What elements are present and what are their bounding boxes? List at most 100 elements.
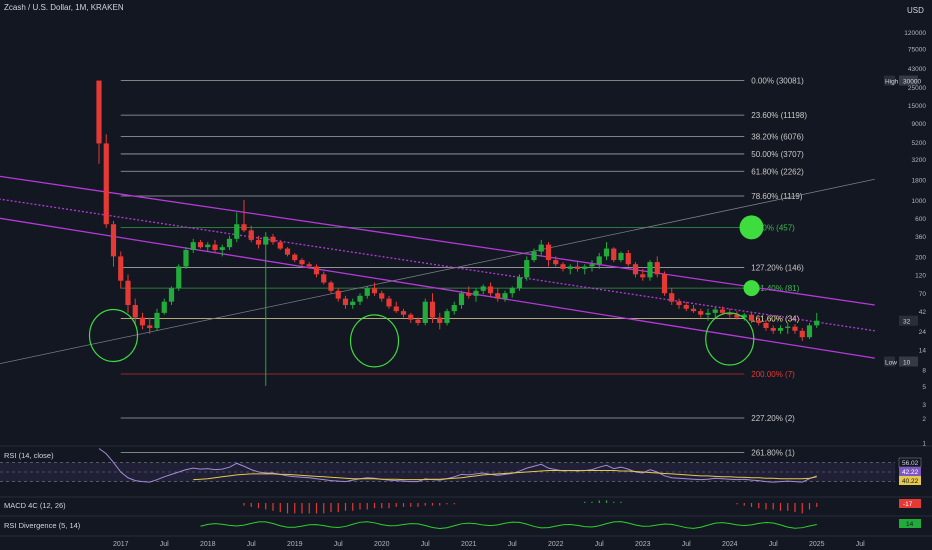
candle-body bbox=[147, 325, 153, 328]
macd-bar bbox=[808, 503, 811, 510]
candle-body bbox=[502, 293, 508, 299]
candle-body bbox=[567, 266, 573, 269]
fib-level-label: 00.0% (457) bbox=[751, 223, 795, 232]
x-tick-label: Jul bbox=[769, 541, 778, 548]
candle-body bbox=[661, 274, 668, 294]
fib-level-label: 78.60% (1119) bbox=[751, 192, 803, 201]
macd-bar bbox=[279, 503, 281, 513]
currency-label[interactable]: USD bbox=[907, 6, 924, 15]
candle-body bbox=[712, 309, 718, 313]
candle-body bbox=[306, 264, 312, 267]
macd-bar bbox=[308, 503, 310, 514]
fib-level-label: 50.00% (3707) bbox=[751, 150, 804, 159]
trend-line bbox=[0, 178, 875, 365]
fib-level-label: 61.80% (2262) bbox=[751, 167, 804, 176]
candle-body bbox=[321, 274, 327, 283]
candle-body bbox=[683, 305, 689, 309]
macd-bar bbox=[257, 503, 260, 509]
y-tick-label: 3 bbox=[922, 402, 926, 409]
channel-line bbox=[0, 217, 875, 359]
candle-body bbox=[553, 260, 559, 265]
channel-line bbox=[0, 175, 875, 306]
macd-bar bbox=[352, 503, 354, 511]
rsi-pane-title: RSI (14, close) bbox=[4, 451, 54, 460]
candle-body bbox=[161, 301, 167, 313]
x-tick-label: 2022 bbox=[548, 541, 564, 548]
price-tag-value: 30000 bbox=[903, 79, 921, 86]
candle-body bbox=[763, 322, 769, 328]
macd-bar bbox=[453, 503, 455, 505]
candle-body bbox=[814, 320, 820, 326]
x-tick-label: Jul bbox=[421, 541, 430, 548]
candle-body bbox=[487, 286, 494, 294]
candle-body bbox=[400, 311, 407, 315]
candle-body bbox=[444, 311, 450, 323]
price-tag-label-box bbox=[884, 75, 895, 86]
rsi-tag-value: 42.22 bbox=[902, 469, 919, 476]
fib-level-label: 0.00% (30081) bbox=[751, 76, 804, 85]
candle-body bbox=[451, 305, 457, 312]
macd-bar bbox=[366, 503, 368, 510]
y-tick-label: 360 bbox=[915, 234, 926, 241]
candle-body bbox=[183, 249, 189, 267]
price-tag-value: 10 bbox=[903, 360, 911, 367]
candle-body bbox=[350, 301, 356, 306]
y-tick-label: 120000 bbox=[904, 30, 926, 37]
x-tick-label: Jul bbox=[856, 541, 865, 548]
candle-body bbox=[799, 330, 805, 338]
candle-body bbox=[313, 266, 320, 275]
macd-bar bbox=[243, 503, 245, 506]
candle-body bbox=[545, 244, 552, 261]
macd-tag-box bbox=[899, 499, 921, 508]
x-tick-label: 2025 bbox=[809, 541, 825, 548]
macd-bar bbox=[584, 501, 586, 503]
candle-body bbox=[531, 251, 537, 261]
candle-body bbox=[212, 244, 218, 250]
macd-bar bbox=[286, 503, 289, 514]
candle-body bbox=[647, 262, 653, 278]
candle-body bbox=[299, 260, 305, 265]
candle-body bbox=[466, 293, 472, 296]
fib-level-label: 227.20% (2) bbox=[751, 414, 795, 423]
x-tick-label: Jul bbox=[595, 541, 604, 548]
candle-body bbox=[669, 293, 675, 302]
macd-bar bbox=[359, 503, 361, 510]
candle-body bbox=[335, 290, 341, 299]
target-dot bbox=[743, 280, 760, 297]
x-tick-label: 2024 bbox=[722, 541, 738, 548]
macd-bar bbox=[801, 503, 803, 514]
price-tag-box bbox=[899, 75, 918, 86]
fib-level-label: 23.60% (11198) bbox=[751, 111, 807, 120]
candle-body bbox=[205, 244, 211, 248]
macd-bar bbox=[431, 503, 434, 506]
y-tick-label: 75000 bbox=[908, 46, 926, 53]
candle-body bbox=[197, 242, 204, 248]
y-tick-label: 24 bbox=[919, 329, 927, 336]
macd-bar bbox=[598, 500, 600, 503]
candle-body bbox=[632, 264, 639, 275]
rsi-tag-box bbox=[899, 476, 921, 485]
fib-level-label: 141.40% (81) bbox=[751, 284, 799, 293]
candle-body bbox=[132, 305, 138, 318]
candle-body bbox=[118, 256, 124, 281]
y-tick-label: 9000 bbox=[912, 121, 927, 128]
macd-pane-title: MACD 4C (12, 26) bbox=[4, 501, 66, 510]
candle-body bbox=[234, 224, 240, 239]
candle-body bbox=[422, 301, 428, 323]
candle-body bbox=[270, 236, 276, 243]
candle-body bbox=[125, 280, 131, 306]
macd-bar bbox=[591, 501, 593, 503]
candle-body bbox=[473, 290, 479, 296]
candle-body bbox=[806, 325, 813, 338]
candle-body bbox=[154, 312, 160, 328]
y-tick-label: 3200 bbox=[912, 157, 927, 164]
target-dot bbox=[739, 215, 764, 240]
fib-level-label: 161.60% (34) bbox=[751, 315, 799, 324]
y-tick-label: 1 bbox=[922, 440, 926, 447]
macd-bar bbox=[381, 503, 383, 509]
macd-bar bbox=[265, 503, 267, 510]
candle-body bbox=[255, 239, 262, 245]
macd-bar bbox=[613, 501, 615, 503]
candle-body bbox=[727, 312, 733, 315]
